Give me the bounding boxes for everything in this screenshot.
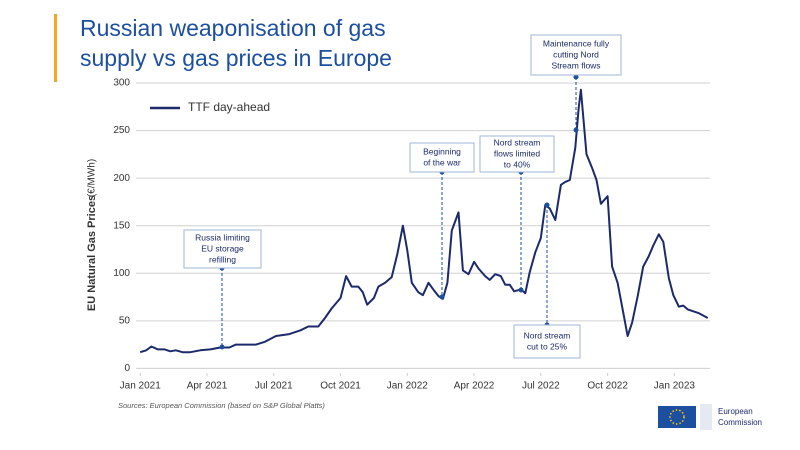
y-tick-label: 0 — [124, 363, 130, 374]
y-axis-label: EU Natural Gas Prices (€/MWh) — [86, 159, 98, 311]
x-tick-label: Jan 2023 — [654, 381, 696, 392]
annotation-box — [479, 135, 555, 173]
annotation-text: of the war — [423, 157, 460, 167]
annotation-text: Stream flows — [551, 60, 600, 70]
source: Sources: European Commission (based on S… — [118, 401, 325, 410]
annotation-dot — [439, 294, 445, 300]
y-tick-label: 50 — [119, 315, 131, 326]
y-tick-label: 150 — [113, 220, 130, 231]
eu-flag — [658, 406, 696, 428]
annotation-text: Maintenance fully — [543, 38, 610, 48]
annotation-box — [513, 324, 581, 359]
annotation-text: Nord stream — [524, 330, 571, 340]
x-tick-label: Apr 2022 — [454, 381, 495, 392]
annotation-text: EU storage — [201, 243, 244, 253]
annotation-text: cut to 25% — [527, 341, 568, 351]
logo-shape — [700, 404, 712, 430]
annotation-dot — [544, 202, 550, 208]
logo: European Commission — [658, 404, 762, 430]
y-label: EU Natural Gas Prices — [86, 195, 98, 311]
x-tick-label: Apr 2021 — [187, 381, 228, 392]
annotation-box — [183, 229, 262, 269]
legend-label: TTF day-ahead — [188, 100, 270, 114]
eu-stars — [669, 409, 685, 425]
y-tick-label: 300 — [113, 78, 130, 89]
chart-title: Russian weaponisation of gas — [80, 15, 386, 41]
line-series — [139, 88, 709, 354]
annotation-dot — [219, 344, 225, 350]
annotation-text: to 40% — [504, 159, 531, 169]
logo-text: European — [718, 407, 753, 416]
y-tick-label: 250 — [113, 125, 130, 136]
annotation-text: flows limited — [494, 148, 541, 158]
annotation-text: Nord stream — [494, 137, 541, 147]
annotation-dot — [518, 287, 524, 293]
x-tick-label: Jan 2022 — [387, 381, 429, 392]
annotation-dot — [573, 74, 579, 80]
logo-text: Commission — [718, 418, 762, 427]
chart-title: supply vs gas prices in Europe — [80, 45, 392, 71]
x-tick-label: Jul 2021 — [255, 381, 293, 392]
annotation-text: Russia limiting — [195, 232, 250, 242]
y-tick-label: 200 — [113, 173, 130, 184]
x-tick-label: Oct 2022 — [587, 381, 628, 392]
annotation-text: refilling — [209, 254, 236, 264]
y-tick-label: 100 — [113, 268, 130, 279]
annotation-dot — [573, 127, 579, 133]
annotation-box — [530, 34, 622, 76]
x-tick-label: Oct 2021 — [320, 381, 361, 392]
annotation-text: Beginning — [423, 146, 461, 156]
annotation-text: cutting Nord — [553, 49, 599, 59]
accent-bar — [54, 14, 57, 82]
x-tick-label: Jan 2021 — [120, 381, 162, 392]
x-tick-label: Jul 2022 — [522, 381, 560, 392]
annotation-box — [409, 142, 475, 173]
y-unit: (€/MWh) — [87, 159, 98, 197]
